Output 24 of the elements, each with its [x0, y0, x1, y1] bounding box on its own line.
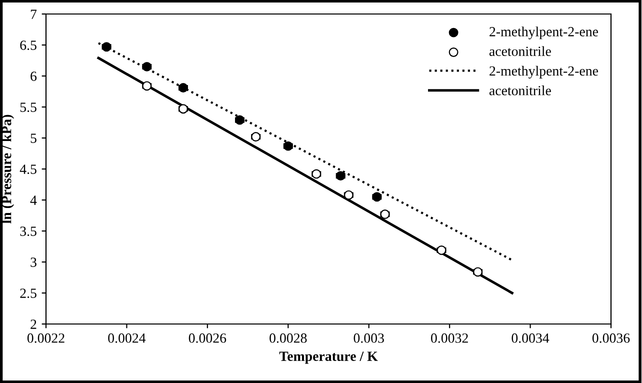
- legend-label: acetonitrile: [489, 86, 551, 96]
- y-tick-label: 6.5: [20, 40, 36, 50]
- legend-label: 2-methylpent-2-ene: [490, 66, 598, 79]
- y-tick-label: 7: [30, 10, 37, 19]
- x-tick-label: 0.0028: [270, 333, 307, 343]
- x-tick-label: 0.0026: [188, 333, 226, 343]
- x-tick-label: 0.0034: [512, 333, 550, 343]
- x-tick-label: 0.003: [354, 333, 384, 343]
- y-tick-label: 4: [30, 196, 37, 205]
- y-tick-label: 3.5: [20, 226, 36, 236]
- x-tick-label: 0.0024: [108, 333, 146, 343]
- y-tick-label: 3: [30, 258, 36, 267]
- y-tick-label: 2: [30, 320, 36, 329]
- y-tick-label: 5.5: [20, 102, 36, 112]
- y-tick-label: 2.5: [20, 288, 36, 298]
- legend-label: 2-methylpent-2-ene: [490, 26, 598, 40]
- y-tick-label: 5: [30, 134, 36, 143]
- x-tick-label: 0.0036: [592, 333, 630, 343]
- x-tick-label: 0.0022: [27, 333, 64, 343]
- x-axis-title: Temperature / K: [279, 352, 378, 364]
- y-tick-label: 4.5: [20, 164, 36, 174]
- x-tick-label: 0.0032: [431, 333, 468, 343]
- legend-label: acetonitrile: [489, 46, 551, 56]
- y-tick-label: 6: [30, 72, 37, 81]
